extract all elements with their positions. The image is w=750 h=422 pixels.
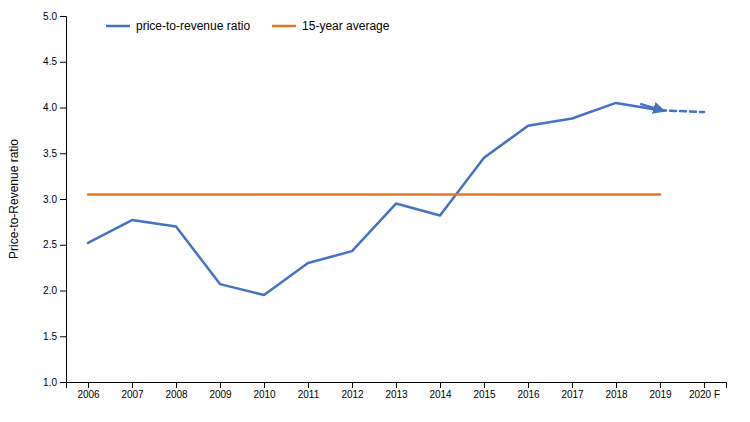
tick-mark: [528, 382, 529, 388]
tick: 2017: [561, 382, 584, 400]
legend-label: price-to-revenue ratio: [136, 19, 250, 33]
tick-label: 2018: [605, 389, 628, 400]
tick: 2020 F: [689, 382, 720, 400]
tick: 2010: [253, 382, 276, 400]
tick-mark: [60, 108, 66, 109]
tick-label: 1.0: [43, 377, 57, 388]
tick-mark: [60, 382, 66, 383]
tick-mark: [88, 382, 89, 388]
tick: 2011: [298, 382, 320, 400]
series-line: [660, 110, 704, 112]
tick: 1.5: [43, 331, 66, 342]
tick: 2014: [429, 382, 452, 400]
tick-mark: [572, 382, 573, 388]
tick-label: 2010: [253, 389, 276, 400]
tick-mark: [704, 382, 705, 388]
tick-mark: [60, 16, 66, 17]
tick-mark: [60, 291, 66, 292]
y-axis-title: Price-to-Revenue ratio: [7, 139, 21, 259]
tick-label: 2011: [298, 389, 320, 400]
tick-mark: [440, 382, 441, 388]
tick-label: 2019: [649, 389, 672, 400]
tick: 2015: [473, 382, 496, 400]
tick-label: 2020 F: [689, 389, 720, 400]
tick-label: 2017: [561, 389, 584, 400]
tick-mark: [396, 382, 397, 388]
tick-label: 2012: [341, 389, 364, 400]
tick: 2.5: [43, 239, 66, 250]
legend-swatch: [272, 25, 296, 28]
legend-swatch: [106, 25, 130, 28]
tick: 4.0: [43, 102, 66, 113]
tick: 2.0: [43, 285, 66, 296]
tick-mark: [660, 382, 661, 388]
tick-label: 1.5: [43, 331, 57, 342]
chart: 2006 2007 2008 2009 2010 2011 2012 2013 2014 2015…: [0, 0, 750, 422]
tick-mark: [616, 382, 617, 388]
series-line: [88, 103, 660, 295]
tick-mark: [484, 382, 485, 388]
tick: 2006: [77, 382, 100, 400]
tick: 2019: [649, 382, 672, 400]
tick-mark: [132, 382, 133, 388]
tick-label: 3.0: [43, 194, 57, 205]
tick-mark: [308, 382, 309, 388]
arrow: [640, 104, 664, 111]
tick-label: 2008: [165, 389, 188, 400]
tick-label: 4.0: [43, 102, 57, 113]
tick-label: 2015: [473, 389, 496, 400]
tick: 5.0: [43, 11, 66, 22]
tick: 3.5: [43, 148, 66, 159]
tick: 2013: [385, 382, 408, 400]
tick-label: 2.0: [43, 285, 57, 296]
legend-label: 15-year average: [302, 19, 390, 33]
tick: 2007: [121, 382, 144, 400]
tick: 2009: [209, 382, 232, 400]
tick-mark: [264, 382, 265, 388]
tick-label: 2.5: [43, 239, 57, 250]
tick-label: 5.0: [43, 11, 57, 22]
series-line: [88, 193, 660, 196]
tick: 2012: [341, 382, 364, 400]
tick-label: 2006: [77, 389, 100, 400]
tick-label: 2013: [385, 389, 408, 400]
axis-line: [60, 17, 67, 383]
tick-mark: [60, 62, 66, 63]
legend: price-to-revenue ratio 15-year average: [106, 19, 390, 33]
tick-mark: [352, 382, 353, 388]
legend-item: price-to-revenue ratio: [106, 19, 250, 33]
tick-mark: [60, 336, 66, 337]
tick: 2016: [517, 382, 540, 400]
tick: 4.5: [43, 56, 66, 67]
tick-mark: [220, 382, 221, 388]
tick-label: 3.5: [43, 148, 57, 159]
tick-label: 4.5: [43, 56, 57, 67]
tick: 1.0: [43, 377, 66, 388]
legend-item: 15-year average: [272, 19, 390, 33]
y-axis: 1.0 1.5 2.0 2.5 3.0 3.5 4.0 4.5 5.0: [43, 11, 66, 388]
tick: 3.0: [43, 194, 66, 205]
tick-label: 2014: [429, 389, 452, 400]
axis-line: [67, 383, 727, 389]
tick-label: 2009: [209, 389, 232, 400]
x-axis: 2006 2007 2008 2009 2010 2011 2012 2013 2014 2015…: [67, 382, 727, 400]
plot-area: [88, 103, 704, 295]
tick-mark: [176, 382, 177, 388]
tick-mark: [60, 153, 66, 154]
tick: 2018: [605, 382, 628, 400]
tick-label: 2007: [121, 389, 144, 400]
tick-mark: [60, 199, 66, 200]
tick-label: 2016: [517, 389, 540, 400]
tick: 2008: [165, 382, 188, 400]
tick-mark: [60, 245, 66, 246]
